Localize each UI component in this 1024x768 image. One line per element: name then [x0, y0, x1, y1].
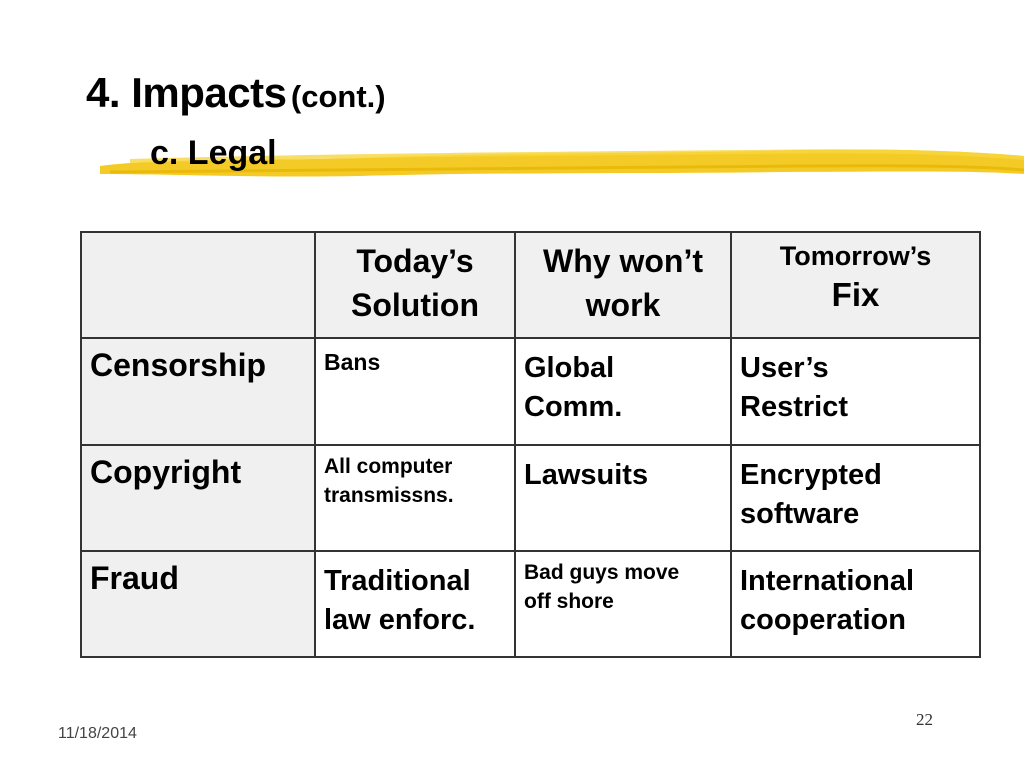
cell-line: Comm.: [524, 391, 623, 424]
cell-line: Bans: [324, 349, 381, 376]
table-cell: Bad guys move off shore: [514, 549, 732, 659]
cell-line: Traditional: [324, 564, 471, 597]
cell-line: cooperation: [740, 603, 906, 636]
cell-line: Encrypted: [740, 458, 882, 491]
header-cell-line: work: [585, 287, 661, 323]
cell-line: Lawsuits: [524, 458, 649, 491]
table-cell: User’s Restrict: [730, 337, 981, 446]
cell-line: International: [740, 564, 915, 597]
table-cell: Traditional law enforc.: [314, 549, 516, 659]
header-why-wont-work: Why won’t work: [514, 230, 732, 340]
row-label-copyright: Copyright: [80, 443, 316, 552]
table-row: Copyright All computer transmissns. Laws…: [80, 443, 981, 552]
table-cell: Lawsuits: [514, 443, 732, 552]
table-cell: Global Comm.: [514, 337, 732, 446]
table-corner-cell: [80, 230, 316, 340]
legal-impacts-table: Today’s Solution Why won’t work Tomorrow…: [80, 230, 981, 659]
header-todays-solution: Today’s Solution: [314, 230, 516, 340]
header-cell-line: Tomorrow’s: [779, 241, 932, 271]
highlighter-stroke-decoration: [100, 149, 1024, 177]
cell-line: software: [740, 497, 860, 530]
title-cont: (cont.): [290, 79, 386, 114]
slide-date: 11/18/2014: [58, 725, 137, 742]
highlighter-stroke-streak-2: [109, 164, 1024, 174]
header-cell-line: Solution: [351, 287, 479, 323]
table-cell: Bans: [314, 337, 516, 446]
highlighter-stroke-streak-1: [129, 149, 1024, 163]
table-cell: International cooperation: [730, 549, 981, 659]
cell-line: All computer: [324, 454, 453, 478]
page-number: 22: [916, 710, 933, 729]
title-main: 4. Impacts: [86, 69, 287, 116]
slide-title: 4. Impacts (cont.): [86, 72, 386, 114]
slide-subtitle: c. Legal: [150, 134, 277, 172]
table-cell: All computer transmissns.: [314, 443, 516, 552]
table-row: Censorship Bans Global Comm. User’s Rest…: [80, 337, 981, 446]
header-cell-line: Fix: [831, 276, 880, 313]
table-cell: Encrypted software: [730, 443, 981, 552]
header-cell-line: Today’s: [356, 243, 474, 279]
header-cell-line: Why won’t: [543, 243, 703, 279]
header-tomorrows-fix: Tomorrow’s Fix: [730, 230, 981, 340]
table-header-row: Today’s Solution Why won’t work Tomorrow…: [80, 230, 981, 340]
cell-line: transmissns.: [324, 483, 454, 507]
table-row: Fraud Traditional law enforc. Bad guys m…: [80, 549, 981, 659]
cell-line: off shore: [524, 589, 614, 613]
cell-line: Global: [524, 352, 615, 385]
row-label-fraud: Fraud: [80, 549, 316, 659]
row-label-censorship: Censorship: [80, 337, 316, 446]
cell-line: Bad guys move: [524, 560, 680, 584]
cell-line: User’s: [740, 352, 829, 385]
cell-line: law enforc.: [324, 603, 476, 636]
cell-line: Restrict: [740, 391, 848, 424]
